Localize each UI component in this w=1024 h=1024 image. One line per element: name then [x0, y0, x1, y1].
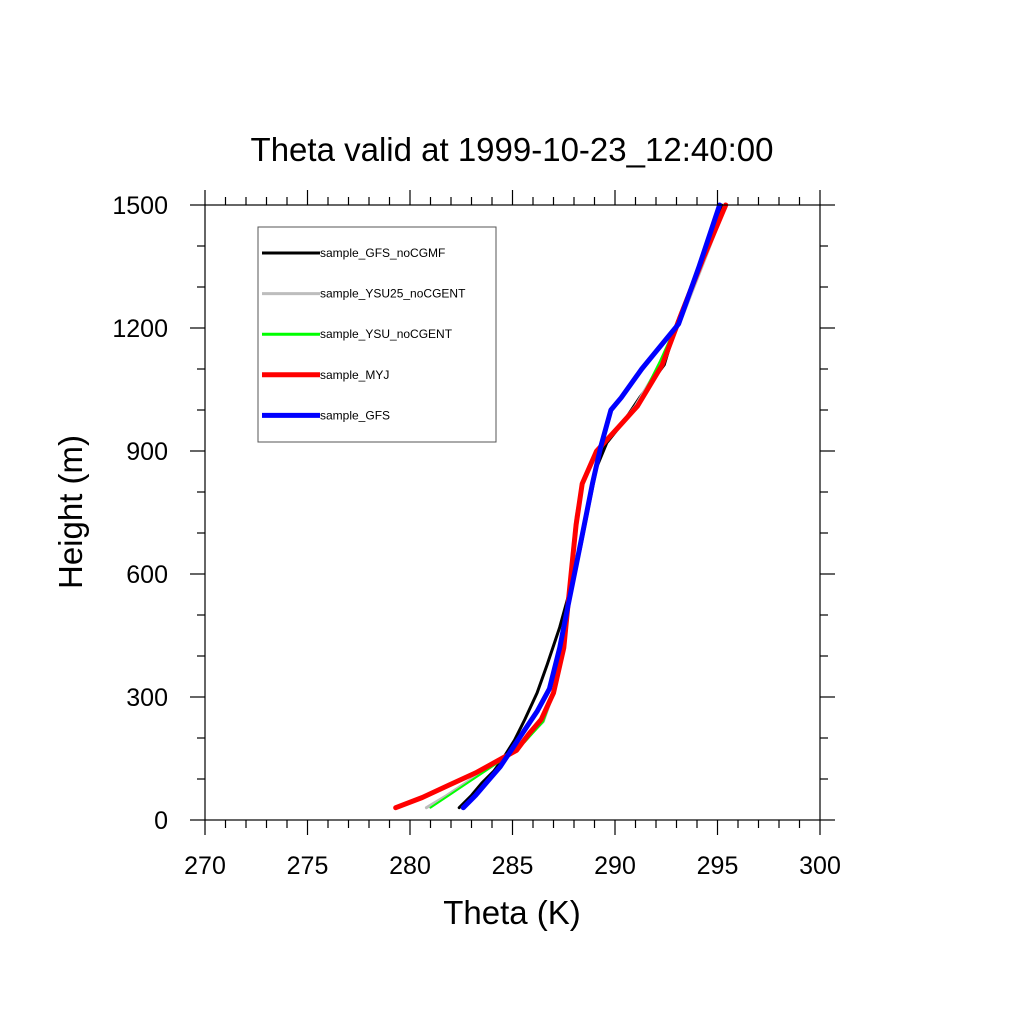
- legend-label-1: sample_GFS_noCGMF: [320, 246, 445, 260]
- x-tick-label: 280: [389, 852, 431, 880]
- y-tick-label: 300: [126, 684, 168, 712]
- x-tick-label: 290: [594, 852, 636, 880]
- legend-label-4: sample_MYJ: [320, 368, 389, 382]
- y-tick-label: 900: [126, 438, 168, 466]
- legend-label-2: sample_YSU25_noCGENT: [320, 287, 466, 301]
- x-tick-label: 285: [492, 852, 534, 880]
- y-tick-label: 600: [126, 561, 168, 589]
- ticks-layer: 270 275 280 285 290 295 300 0 300 600 900 1200 1500: [112, 190, 841, 880]
- x-tick-label: 295: [697, 852, 739, 880]
- legend: sample_GFS_noCGMF sample_YSU25_noCGENTsam…: [257, 226, 497, 443]
- chart-title: Theta valid at 1999-10-23_12:40:00: [251, 131, 774, 168]
- y-tick-label: 1200: [112, 315, 168, 343]
- x-tick-label: 275: [287, 852, 329, 880]
- y-tick-label: 1500: [112, 192, 168, 220]
- y-axis-title: Height (m): [52, 435, 89, 589]
- x-tick-label: 270: [184, 852, 226, 880]
- series-line-5: [460, 202, 723, 811]
- series-layer: [393, 202, 729, 811]
- legend-label-3: sample_YSU_noCGENT: [320, 327, 453, 341]
- x-tick-label: 300: [799, 852, 841, 880]
- y-tick-label: 0: [154, 807, 168, 835]
- legend-label-5: sample_GFS: [320, 408, 390, 422]
- x-axis-title: Theta (K): [443, 894, 581, 931]
